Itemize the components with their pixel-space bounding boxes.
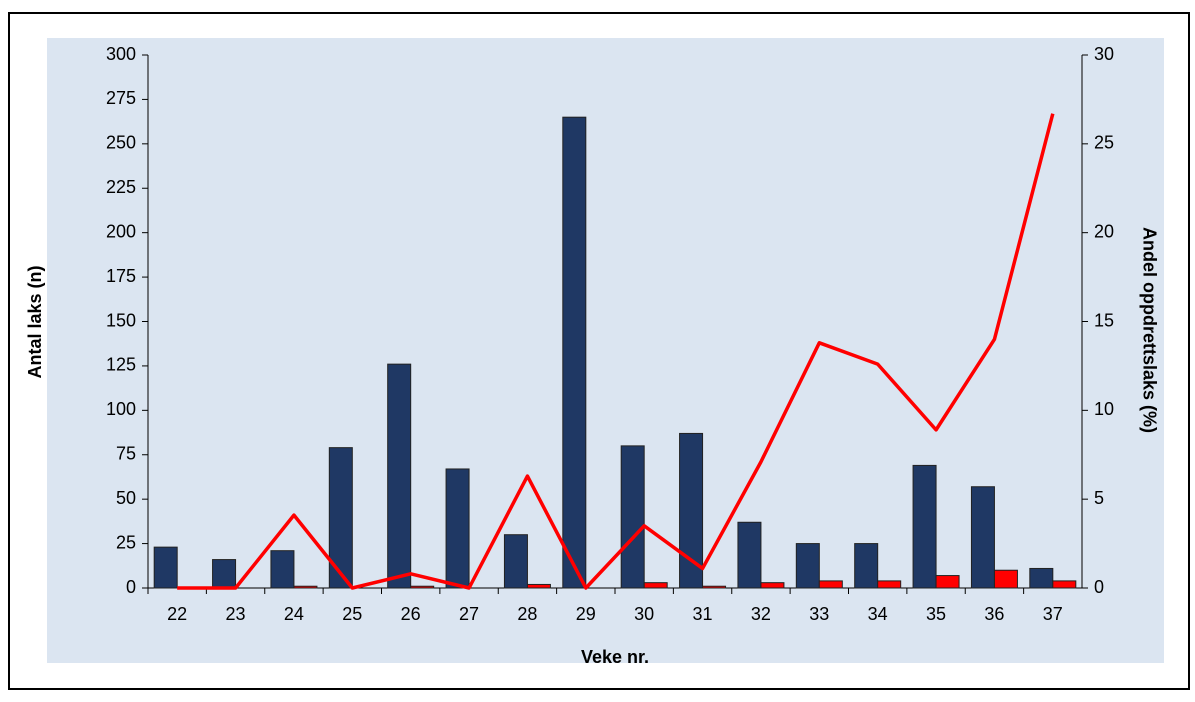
x-tick-label: 31 xyxy=(693,604,713,624)
x-tick-label: 35 xyxy=(926,604,946,624)
y-tick-label: 50 xyxy=(116,488,136,508)
y-tick-label: 125 xyxy=(106,355,136,375)
line xyxy=(177,113,1055,590)
y2-tick-label: 20 xyxy=(1094,221,1114,241)
x-tick-label: 36 xyxy=(984,604,1004,624)
y-tick-label: 250 xyxy=(106,133,136,153)
bar xyxy=(212,559,237,589)
x-tick-label: 26 xyxy=(401,604,421,624)
bar xyxy=(620,445,645,589)
y-tick-label: 275 xyxy=(106,88,136,108)
bar xyxy=(1052,580,1077,589)
bar xyxy=(702,585,727,589)
bar xyxy=(328,447,353,589)
x-tick-label: 25 xyxy=(342,604,362,624)
y-tick-label: 300 xyxy=(106,44,136,64)
y-tick-label: 100 xyxy=(106,399,136,419)
bar xyxy=(153,546,178,589)
x-tick-label: 33 xyxy=(809,604,829,624)
x-tick-label: 32 xyxy=(751,604,771,624)
bar xyxy=(387,363,412,589)
x-tick-label: 28 xyxy=(517,604,537,624)
bar xyxy=(410,585,435,589)
x-tick-label: 24 xyxy=(284,604,304,624)
y-axis-label: Antal laks (n) xyxy=(25,265,45,378)
y2-tick-label: 5 xyxy=(1094,488,1104,508)
bar xyxy=(935,575,960,589)
bar xyxy=(795,543,820,589)
bar xyxy=(912,464,937,589)
bar xyxy=(854,543,879,589)
bar xyxy=(445,468,470,589)
bar xyxy=(526,583,551,589)
bar xyxy=(643,582,668,589)
bar xyxy=(818,580,843,589)
y2-tick-label: 30 xyxy=(1094,44,1114,64)
bar xyxy=(270,550,295,589)
y2-tick-label: 10 xyxy=(1094,399,1114,419)
bar xyxy=(562,116,587,589)
bar xyxy=(503,534,528,589)
y-tick-label: 225 xyxy=(106,177,136,197)
x-tick-label: 22 xyxy=(167,604,187,624)
bar xyxy=(970,486,995,589)
x-tick-label: 37 xyxy=(1043,604,1063,624)
bar xyxy=(993,569,1018,589)
x-tick-label: 29 xyxy=(576,604,596,624)
bar xyxy=(679,432,704,589)
y-tick-label: 25 xyxy=(116,532,136,552)
x-tick-label: 30 xyxy=(634,604,654,624)
y-tick-label: 200 xyxy=(106,221,136,241)
x-axis-label: Veke nr. xyxy=(581,647,649,667)
y2-axis-label: Andel oppdrettslaks (%) xyxy=(1139,227,1159,433)
x-tick-label: 23 xyxy=(226,604,246,624)
x-tick-label: 27 xyxy=(459,604,479,624)
y-tick-label: 175 xyxy=(106,266,136,286)
y2-tick-label: 15 xyxy=(1094,310,1114,330)
bar xyxy=(760,582,785,589)
y-tick-label: 0 xyxy=(126,577,136,597)
y2-tick-label: 0 xyxy=(1094,577,1104,597)
x-tick-label: 34 xyxy=(868,604,888,624)
bar xyxy=(293,585,318,589)
bar xyxy=(737,521,762,589)
bar xyxy=(1029,567,1054,589)
bar xyxy=(877,580,902,589)
y2-tick-label: 25 xyxy=(1094,133,1114,153)
y-tick-label: 75 xyxy=(116,444,136,464)
y-tick-label: 150 xyxy=(106,310,136,330)
